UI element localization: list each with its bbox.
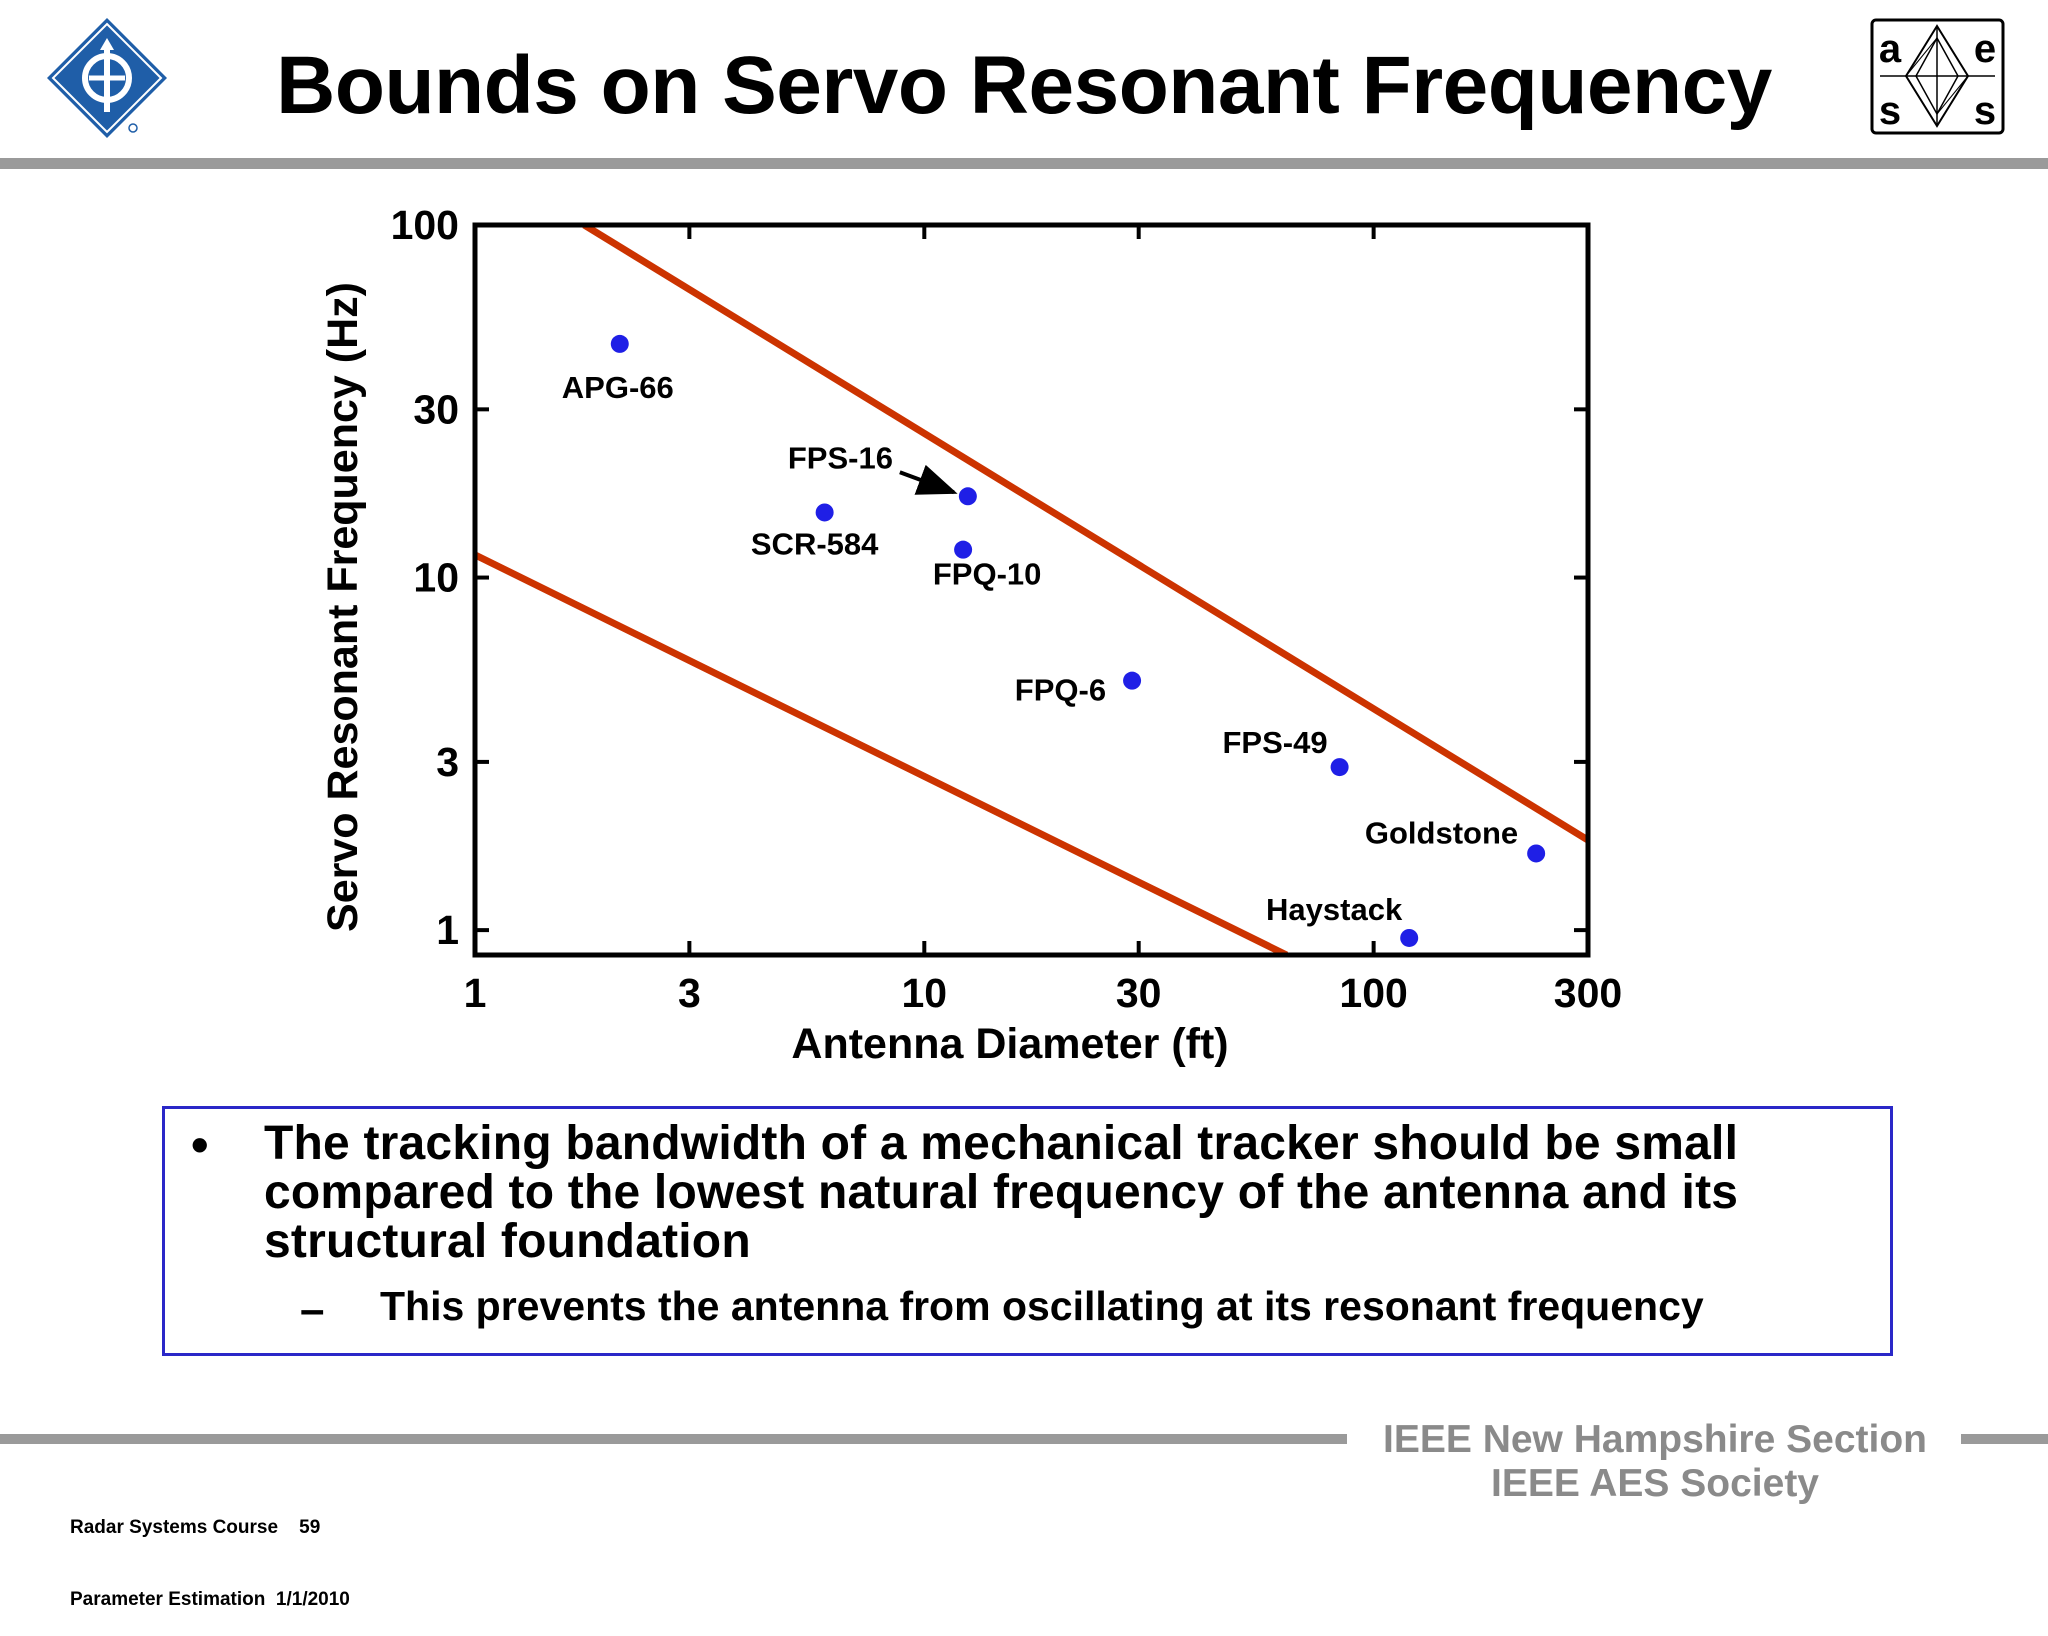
y-tick-label: 30 (413, 386, 459, 432)
sub-bullet-dash: – (300, 1285, 325, 1334)
y-tick-label: 100 (391, 202, 459, 248)
aess-letter-s1: s (1879, 89, 1901, 133)
bullet-glyph: • (191, 1117, 209, 1173)
data-point-fpq-10 (954, 540, 973, 559)
x-tick-label: 100 (1339, 970, 1407, 1016)
data-point-goldstone (1527, 844, 1546, 863)
data-label-fpq-6: FPQ-6 (1015, 673, 1106, 708)
y-tick-label: 3 (436, 739, 459, 785)
y-axis-label: Servo Resonant Frequency (Hz) (319, 282, 367, 932)
bound-line-lower (475, 551, 1289, 955)
data-point-fpq-6 (1123, 671, 1142, 690)
sub-bullet-text: This prevents the antenna from oscillati… (380, 1283, 1704, 1329)
data-point-fps-49 (1330, 758, 1349, 777)
data-label-fps-16: FPS-16 (788, 440, 893, 475)
fps-16-arrow (899, 464, 958, 495)
plot-frame (472, 222, 1591, 958)
ieee-diamond-logo-icon (47, 18, 167, 138)
aess-letter-e: e (1974, 27, 1996, 71)
header-divider (0, 158, 2048, 169)
data-label-haystack: Haystack (1266, 892, 1403, 927)
x-tick-label: 30 (1116, 970, 1162, 1016)
data-label-fpq-10: FPQ-10 (933, 557, 1042, 592)
x-axis-label: Antenna Diameter (ft) (791, 1020, 1228, 1068)
bound-line-upper (582, 225, 1588, 844)
footer-course-line2: Parameter Estimation 1/1/2010 (70, 1589, 350, 1610)
bullet-box: • The tracking bandwidth of a mechanical… (162, 1106, 1893, 1356)
aess-letter-a: a (1879, 27, 1902, 71)
x-tick-label: 10 (902, 970, 948, 1016)
data-label-apg-66: APG-66 (562, 370, 674, 405)
aess-logo-icon: a e s s (1870, 18, 2005, 135)
x-tick-label: 300 (1554, 970, 1622, 1016)
footer-org-line1: IEEE New Hampshire Section (1382, 1418, 1927, 1461)
footer-divider-left (0, 1434, 1347, 1444)
data-point-scr-584 (815, 503, 834, 522)
page-title: Bounds on Servo Resonant Frequency (276, 40, 1772, 131)
footer-divider-right (1961, 1434, 2048, 1444)
data-label-fps-49: FPS-49 (1222, 725, 1327, 760)
data-label-goldstone: Goldstone (1365, 815, 1518, 850)
y-tick-label: 1 (436, 907, 459, 953)
footer-course-info: Radar Systems Course 59 Parameter Estima… (70, 1468, 350, 1636)
footer-org-line2: IEEE AES Society (1490, 1462, 1819, 1505)
data-label-scr-584: SCR-584 (751, 526, 879, 561)
footer-organization: IEEE New Hampshire Section IEEE AES Soci… (1350, 1418, 1960, 1506)
x-tick-label: 1 (464, 970, 487, 1016)
y-tick-label: 10 (413, 555, 459, 601)
data-point-haystack (1400, 928, 1419, 947)
aess-letter-s2: s (1974, 89, 1996, 133)
footer-course-line1: Radar Systems Course 59 (70, 1517, 321, 1538)
data-point-apg-66 (610, 334, 629, 353)
main-bullet-text: The tracking bandwidth of a mechanical t… (264, 1117, 1739, 1268)
data-point-fps-16 (958, 487, 977, 506)
x-tick-label: 3 (678, 970, 701, 1016)
